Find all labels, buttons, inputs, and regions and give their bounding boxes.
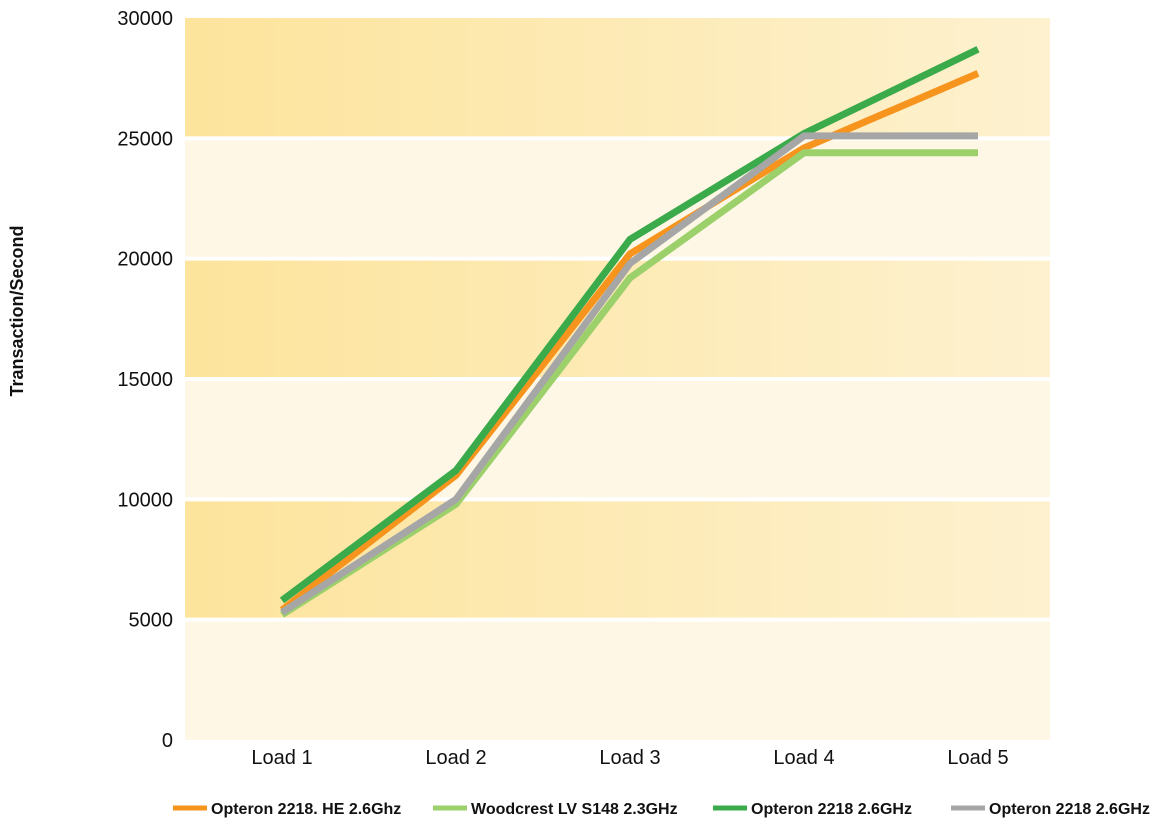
legend-label: Opteron 2218 2.6GHz	[751, 801, 912, 818]
legend-label: Woodcrest LV S148 2.3GHz	[471, 801, 678, 818]
plot-background-bands	[185, 18, 1050, 740]
y-tick-label: 0	[162, 730, 173, 752]
legend-label: Opteron 2218 2.6GHz	[989, 801, 1150, 818]
band-1	[185, 499, 1050, 620]
legend-label: Opteron 2218. HE 2.6Ghz	[211, 801, 401, 818]
x-axis-ticks: Load 1 Load 2 Load 3 Load 4 Load 5	[251, 747, 1008, 769]
series-line-3	[279, 46, 980, 604]
x-tick-label: Load 5	[947, 747, 1008, 769]
y-tick-label: 30000	[117, 8, 173, 30]
series-lines	[279, 46, 980, 618]
x-tick-label: Load 3	[599, 747, 660, 769]
y-axis-ticks: 0 5000 10000 15000 20000 25000 30000	[117, 8, 173, 752]
y-tick-label: 25000	[117, 128, 173, 150]
band-0	[185, 619, 1050, 740]
y-tick-label: 10000	[117, 489, 173, 511]
y-tick-label: 5000	[129, 610, 174, 632]
x-tick-label: Load 2	[425, 747, 486, 769]
y-tick-label: 15000	[117, 369, 173, 391]
series-line-4	[280, 132, 978, 616]
x-tick-label: Load 4	[773, 747, 834, 769]
band-5	[185, 18, 1050, 139]
legend: Opteron 2218. HE 2.6Ghz Woodcrest LV S148…	[173, 801, 1150, 818]
y-axis-label: Transaction/Second	[7, 225, 27, 396]
series-line-1	[279, 70, 980, 613]
x-tick-label: Load 1	[251, 747, 312, 769]
band-2	[185, 379, 1050, 500]
y-tick-label: 20000	[117, 249, 173, 271]
band-4	[185, 138, 1050, 259]
